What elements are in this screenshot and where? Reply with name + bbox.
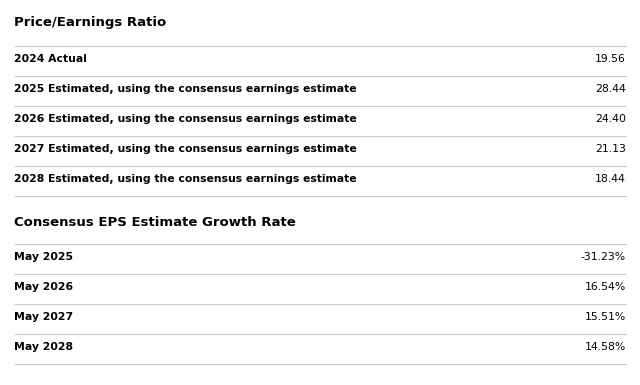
Text: -31.23%: -31.23% bbox=[581, 252, 626, 261]
Text: 19.56: 19.56 bbox=[595, 54, 626, 64]
Text: 18.44: 18.44 bbox=[595, 174, 626, 184]
Text: 15.51%: 15.51% bbox=[585, 311, 626, 321]
Text: 28.44: 28.44 bbox=[595, 84, 626, 94]
Text: Consensus EPS Estimate Growth Rate: Consensus EPS Estimate Growth Rate bbox=[14, 216, 296, 229]
Text: 16.54%: 16.54% bbox=[585, 281, 626, 291]
Text: 2024 Actual: 2024 Actual bbox=[14, 54, 87, 64]
Text: May 2026: May 2026 bbox=[14, 281, 73, 291]
Text: 14.58%: 14.58% bbox=[585, 341, 626, 352]
Text: May 2027: May 2027 bbox=[14, 311, 73, 321]
Text: 2028 Estimated, using the consensus earnings estimate: 2028 Estimated, using the consensus earn… bbox=[14, 174, 356, 184]
Text: May 2025: May 2025 bbox=[14, 252, 73, 261]
Text: Price/Earnings Ratio: Price/Earnings Ratio bbox=[14, 16, 166, 29]
Text: 2027 Estimated, using the consensus earnings estimate: 2027 Estimated, using the consensus earn… bbox=[14, 144, 356, 154]
Text: May 2028: May 2028 bbox=[14, 341, 73, 352]
Text: 2025 Estimated, using the consensus earnings estimate: 2025 Estimated, using the consensus earn… bbox=[14, 84, 356, 94]
Text: 2026 Estimated, using the consensus earnings estimate: 2026 Estimated, using the consensus earn… bbox=[14, 114, 356, 124]
Text: 24.40: 24.40 bbox=[595, 114, 626, 124]
Text: 21.13: 21.13 bbox=[595, 144, 626, 154]
